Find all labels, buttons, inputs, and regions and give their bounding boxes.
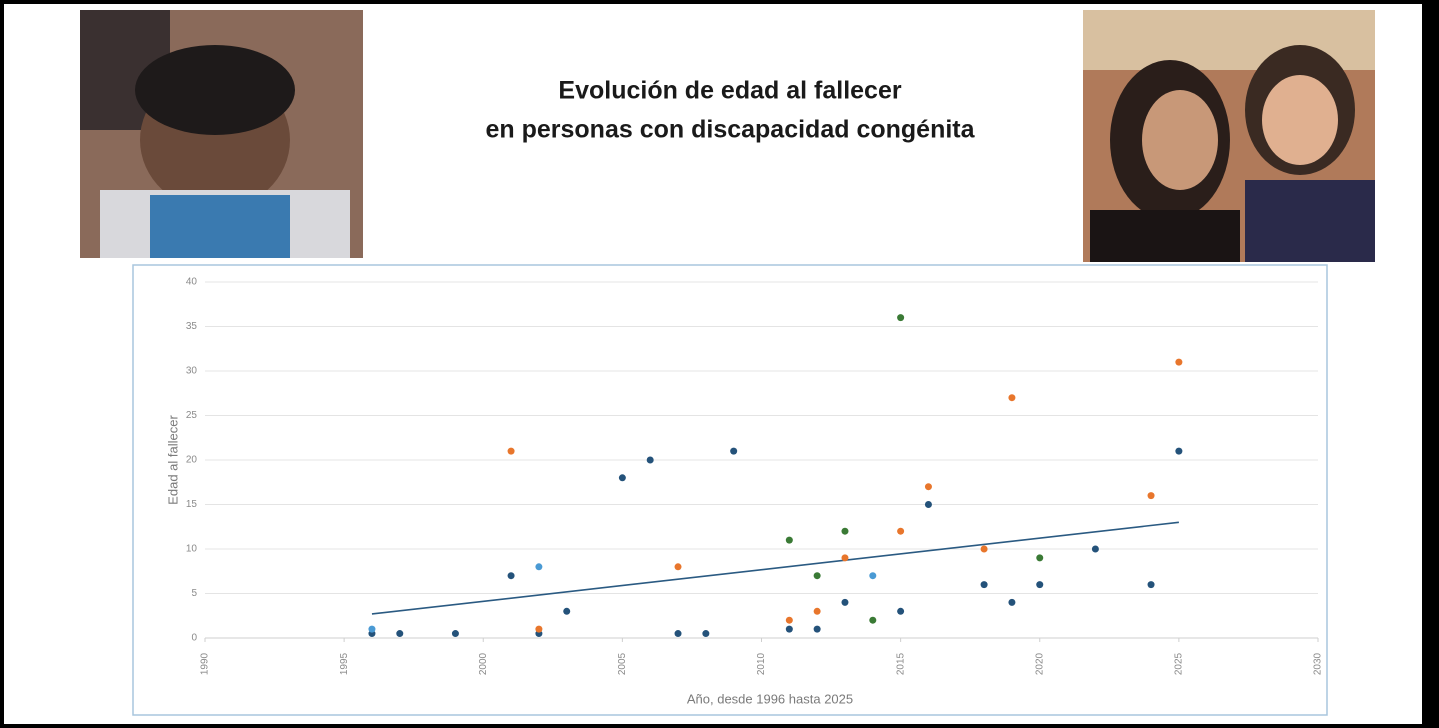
y-tick-label: 10 <box>186 544 198 555</box>
data-point <box>396 630 403 637</box>
data-point <box>925 501 932 508</box>
data-point <box>814 608 821 615</box>
data-point <box>619 474 626 481</box>
data-point <box>508 572 515 579</box>
photo-right <box>1083 10 1375 262</box>
x-axis-title: Año, desde 1996 hasta 2025 <box>687 691 853 706</box>
data-point <box>1148 492 1155 499</box>
y-tick-label: 15 <box>186 499 198 510</box>
data-point <box>452 630 459 637</box>
data-point <box>675 563 682 570</box>
chart-title: en personas con discapacidad congénita <box>485 116 975 144</box>
data-point <box>981 581 988 588</box>
data-point <box>814 572 821 579</box>
data-point <box>702 630 709 637</box>
x-tick-label: 2000 <box>478 652 489 675</box>
y-tick-label: 35 <box>186 321 198 332</box>
photo-left <box>80 10 363 258</box>
x-tick-label: 2010 <box>756 652 767 675</box>
y-tick-label: 20 <box>186 455 198 466</box>
data-point <box>897 528 904 535</box>
data-point <box>535 626 542 633</box>
data-point <box>1175 359 1182 366</box>
y-tick-label: 25 <box>186 410 198 421</box>
data-point <box>1008 394 1015 401</box>
data-point <box>841 554 848 561</box>
y-tick-label: 30 <box>186 366 198 377</box>
data-point <box>925 483 932 490</box>
data-point <box>869 617 876 624</box>
data-point <box>730 448 737 455</box>
data-point <box>368 626 375 633</box>
data-point <box>786 617 793 624</box>
data-point <box>508 448 515 455</box>
x-tick-label: 2015 <box>895 652 906 675</box>
data-point <box>814 626 821 633</box>
x-tick-label: 2030 <box>1313 652 1324 675</box>
y-tick-label: 0 <box>191 633 197 644</box>
data-point <box>1036 554 1043 561</box>
y-axis-title: Edad al fallecer <box>165 415 180 505</box>
data-point <box>1148 581 1155 588</box>
x-tick-label: 1995 <box>339 652 350 675</box>
data-point <box>647 457 654 464</box>
y-tick-label: 40 <box>186 277 198 288</box>
data-point <box>675 630 682 637</box>
x-tick-label: 2020 <box>1034 652 1045 675</box>
data-point <box>1175 448 1182 455</box>
x-tick-label: 2005 <box>617 652 628 675</box>
data-point <box>841 599 848 606</box>
data-point <box>1036 581 1043 588</box>
data-point <box>841 528 848 535</box>
data-point <box>897 608 904 615</box>
data-point <box>563 608 570 615</box>
y-tick-label: 5 <box>191 588 197 599</box>
data-point <box>786 537 793 544</box>
data-point <box>981 546 988 553</box>
data-point <box>1092 546 1099 553</box>
data-point <box>786 626 793 633</box>
x-tick-label: 2025 <box>1174 652 1185 675</box>
chart-title: Evolución de edad al fallecer <box>558 77 901 105</box>
page: {"chart_data": {"type": "scatter", "titl… <box>0 0 1439 728</box>
data-point <box>1008 599 1015 606</box>
slide: Evolución de edad al fallecer en persona… <box>0 0 1439 728</box>
data-point <box>869 572 876 579</box>
chart-frame <box>133 265 1327 715</box>
x-tick-label: 1990 <box>200 652 211 675</box>
data-point <box>897 314 904 321</box>
data-point <box>535 563 542 570</box>
